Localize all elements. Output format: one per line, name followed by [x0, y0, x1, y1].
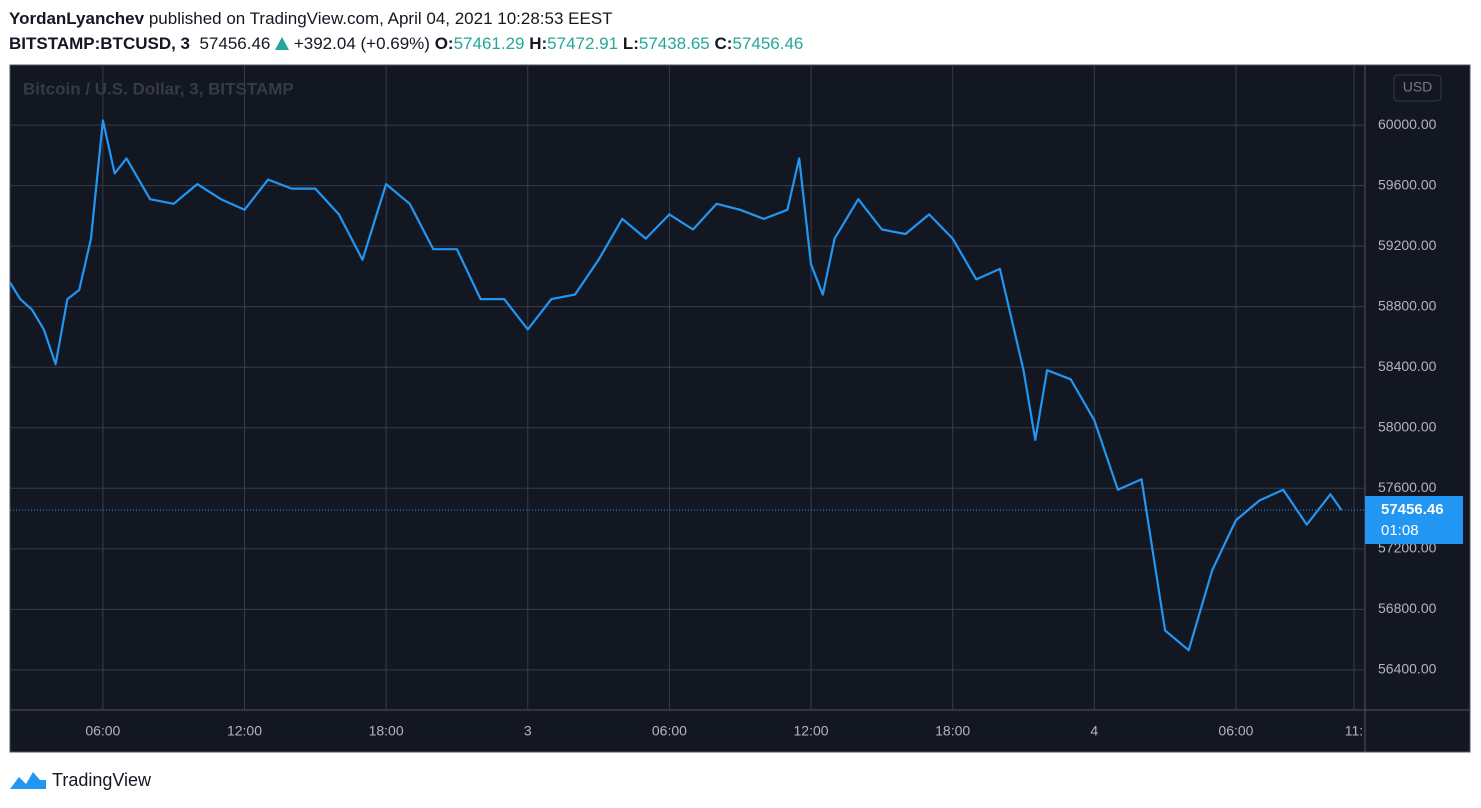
last-price-badge — [1365, 496, 1463, 545]
y-tick-label: 56800.00 — [1378, 600, 1437, 616]
ohlc: O:57461.29 H:57472.91 L:57438.65 C:57456… — [435, 34, 804, 53]
watermark: Bitcoin / U.S. Dollar, 3, BITSTAMP — [23, 79, 294, 98]
x-tick-label: 06:00 — [85, 723, 120, 739]
footer-logo: TradingView — [10, 770, 152, 790]
y-tick-label: 57600.00 — [1378, 479, 1437, 495]
plot — [9, 119, 1365, 652]
x-tick-label: 4 — [1090, 723, 1098, 739]
y-tick-label: 56400.00 — [1378, 661, 1437, 677]
header: YordanLyanchev published on TradingView.… — [9, 6, 803, 56]
ohlc-label: O: — [434, 34, 454, 53]
x-tick-label: 06:00 — [1218, 723, 1253, 739]
y-tick-label: 60000.00 — [1378, 116, 1437, 132]
ohlc-label: H: — [529, 34, 548, 53]
ohlc-label: C: — [714, 34, 733, 53]
symbol: BITSTAMP:BTCUSD, 3 — [9, 34, 191, 53]
footer-brand: TradingView — [52, 770, 152, 790]
ohlc-value: 57456.46 — [732, 34, 804, 53]
countdown: 01:08 — [1381, 522, 1419, 539]
header-line-1: YordanLyanchev published on TradingView.… — [9, 6, 803, 31]
x-tick-label: 06:00 — [652, 723, 687, 739]
x-tick-label: 12:00 — [227, 723, 262, 739]
currency: USD — [1403, 79, 1433, 95]
price-line — [9, 119, 1343, 652]
change: +392.04 (+0.69%) — [293, 34, 430, 53]
y-tick-label: 59200.00 — [1378, 237, 1437, 253]
y-tick-label: 58400.00 — [1378, 358, 1437, 374]
x-tick-label: 3 — [524, 723, 532, 739]
x-tick-label: 18:00 — [369, 723, 404, 739]
y-tick-label: 58000.00 — [1378, 418, 1437, 434]
y-tick-label: 59600.00 — [1378, 176, 1437, 192]
last-price-label: 57456.46 — [1381, 501, 1444, 518]
currency-box — [1393, 74, 1442, 102]
chart-background — [9, 64, 1471, 753]
x-tick-label: 11: — [1345, 723, 1363, 739]
ohlc-value: 57472.91 — [547, 34, 619, 53]
author: YordanLyanchev — [9, 9, 145, 28]
y-tick-label: 58800.00 — [1378, 297, 1437, 313]
header-line-2: BITSTAMP:BTCUSD, 3 57456.46 +392.04 (+0.… — [9, 31, 803, 56]
x-tick-label: 18:00 — [935, 723, 970, 739]
logo-icon — [10, 772, 46, 789]
ohlc-value: 57461.29 — [453, 34, 525, 53]
x-tick-label: 12:00 — [794, 723, 829, 739]
ohlc-value: 57438.65 — [638, 34, 710, 53]
published: published on TradingView.com, April 04, … — [148, 9, 613, 28]
price: 57456.46 — [199, 34, 271, 53]
up-arrow — [275, 37, 290, 50]
ohlc-label: L: — [622, 34, 639, 53]
grid — [10, 65, 1365, 710]
